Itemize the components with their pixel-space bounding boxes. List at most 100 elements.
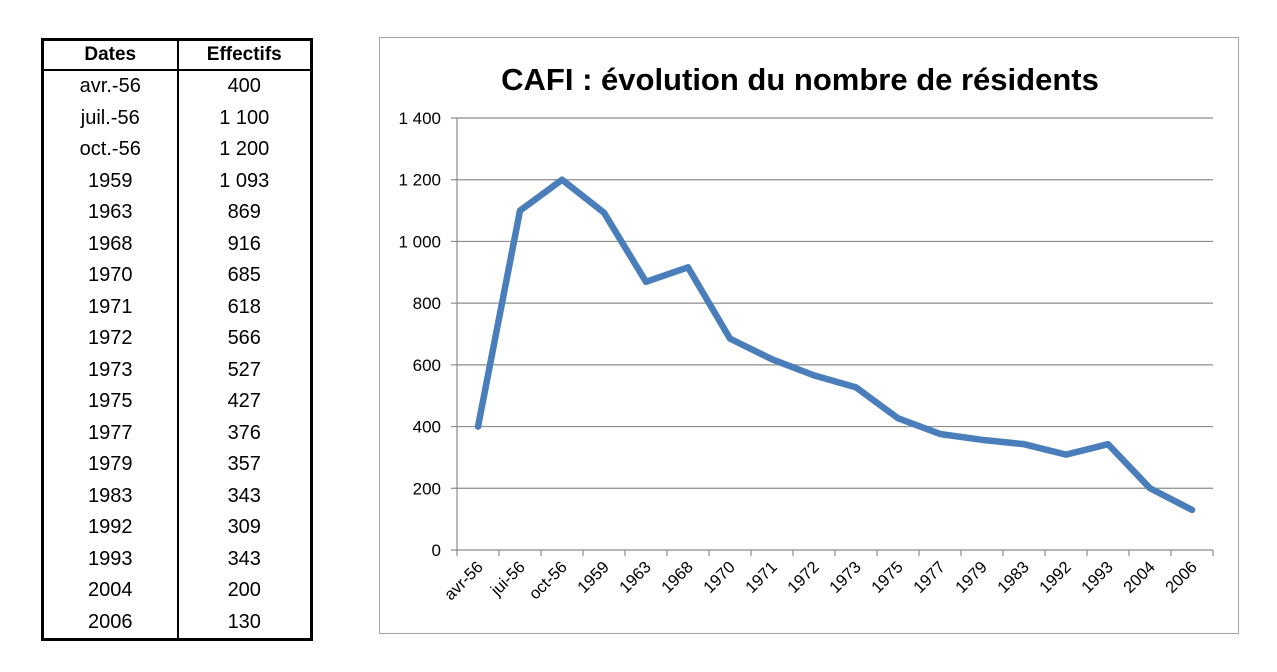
x-tick-label: 1973 — [826, 558, 865, 597]
effectif-cell: 343 — [176, 543, 312, 575]
data-point — [855, 386, 857, 388]
effectif-cell: 130 — [176, 606, 312, 640]
effectif-cell: 400 — [176, 70, 312, 103]
table-header-row: Dates Effectifs — [42, 39, 312, 71]
date-cell: 1983 — [88, 484, 133, 507]
table-row: 1983 343 — [43, 480, 312, 512]
effectif-cell: 1 100 — [176, 102, 312, 134]
date-cell: 1979 — [88, 453, 133, 476]
table-row: 1959 1 093 — [43, 165, 312, 197]
x-tick-label: 1970 — [700, 558, 739, 597]
effectif-cell: 309 — [176, 512, 312, 544]
x-tick-label: avr-56 — [441, 558, 487, 604]
data-point — [1107, 443, 1109, 445]
data-table: Dates Effectifs avr.-56 400 juil.-56 1 100 o… — [41, 38, 313, 641]
table-row: 1963 869 — [43, 197, 312, 229]
chart-area: CAFI : évolution du nombre de résidents … — [379, 37, 1239, 634]
data-point — [477, 426, 479, 428]
effectif-cell: 869 — [176, 197, 312, 229]
table-row: 1968 916 — [43, 228, 312, 260]
y-tick-label: 600 — [413, 356, 441, 375]
date-cell: 1977 — [88, 421, 133, 444]
data-point — [561, 179, 563, 181]
table-row: 1972 566 — [43, 323, 312, 355]
date-cell: juil.-56 — [80, 106, 140, 129]
data-point — [1191, 509, 1193, 511]
date-cell: 2004 — [88, 579, 133, 602]
header-effectifs: Effectifs — [176, 39, 312, 71]
date-cell: 1970 — [88, 264, 133, 287]
data-point — [981, 439, 983, 441]
effectif-cell: 916 — [176, 228, 312, 260]
table-row: oct.-56 1 200 — [43, 134, 312, 166]
line-chart: CAFI : évolution du nombre de résidents … — [398, 62, 1214, 604]
table-row: 2004 200 — [43, 575, 312, 607]
effectif-cell: 1 093 — [176, 165, 312, 197]
date-cell: 1973 — [88, 358, 133, 381]
x-tick-label: 1977 — [910, 558, 949, 597]
x-tick-label: 1992 — [1036, 558, 1075, 597]
date-cell: 1972 — [88, 327, 133, 350]
data-point — [897, 417, 899, 419]
data-point — [771, 358, 773, 360]
table-row: 1992 309 — [43, 512, 312, 544]
effectif-cell: 343 — [176, 480, 312, 512]
table-row: 1979 357 — [43, 449, 312, 481]
date-cell: 1963 — [88, 201, 133, 224]
y-tick-label: 1 200 — [398, 171, 441, 190]
date-cell: 1975 — [88, 390, 133, 413]
x-tick-label: 1972 — [784, 558, 823, 597]
data-point — [1023, 443, 1025, 445]
x-tick-label: 1968 — [658, 558, 697, 597]
effectif-cell: 566 — [176, 323, 312, 355]
x-tick-label: 1979 — [952, 558, 991, 597]
table-row: 1973 527 — [43, 354, 312, 386]
date-cell: 1959 — [88, 169, 133, 192]
date-cell: oct.-56 — [79, 138, 141, 161]
x-tick-label: 1975 — [868, 558, 907, 597]
y-tick-label: 200 — [413, 479, 441, 498]
table-row: avr.-56 400 — [43, 70, 312, 103]
table-row: 1993 343 — [43, 543, 312, 575]
x-tick-label: 1963 — [616, 558, 655, 597]
table-row: 1977 376 — [43, 417, 312, 449]
y-tick-label: 1 000 — [398, 232, 441, 251]
data-point — [729, 338, 731, 340]
x-tick-label: oct-56 — [526, 558, 571, 603]
x-tick-label: jui-56 — [487, 558, 529, 600]
data-point — [519, 210, 521, 212]
x-tick-label: 1971 — [742, 558, 781, 597]
effectif-cell: 685 — [176, 260, 312, 292]
header-dates: Dates — [42, 39, 178, 71]
date-cell: 1968 — [88, 232, 133, 255]
x-tick-label: 1983 — [994, 558, 1033, 597]
table-row: 1970 685 — [43, 260, 312, 292]
y-tick-label: 0 — [432, 541, 441, 560]
series-line — [474, 176, 1196, 514]
chart-title: CAFI : évolution du nombre de résidents — [501, 62, 1099, 97]
data-point — [1149, 487, 1151, 489]
data-point — [687, 266, 689, 268]
data-point — [1065, 454, 1067, 456]
table-row: 1975 427 — [43, 386, 312, 418]
x-tick-label: 1959 — [574, 558, 613, 597]
table-row: 2006 130 — [43, 606, 312, 640]
data-point — [939, 433, 941, 435]
data-point — [813, 374, 815, 376]
effectif-cell: 376 — [176, 417, 312, 449]
x-tick-label: 2004 — [1120, 558, 1159, 597]
data-point — [603, 212, 605, 214]
y-tick-label: 1 400 — [398, 109, 441, 128]
date-cell: 2006 — [88, 610, 133, 633]
date-cell: 1992 — [88, 516, 133, 539]
y-tick-label: 800 — [413, 294, 441, 313]
date-cell: 1993 — [88, 547, 133, 570]
date-cell: avr.-56 — [79, 75, 141, 98]
table-row: juil.-56 1 100 — [43, 102, 312, 134]
x-tick-label: 1993 — [1078, 558, 1117, 597]
effectif-cell: 427 — [176, 386, 312, 418]
x-tick-label: 2006 — [1162, 558, 1201, 597]
data-point — [645, 281, 647, 283]
y-tick-label: 400 — [413, 418, 441, 437]
effectif-cell: 1 200 — [176, 134, 312, 166]
